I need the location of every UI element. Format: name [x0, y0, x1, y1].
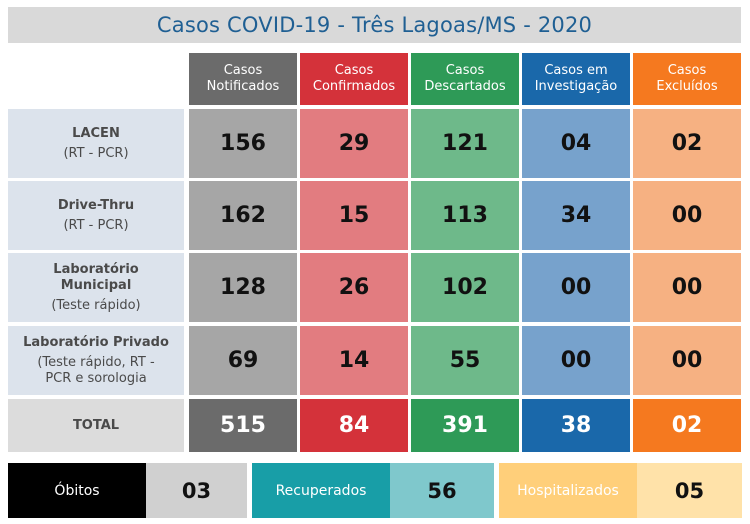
- row-label-sub: (RT - PCR): [63, 217, 129, 233]
- column-header: Casos Excluídos: [633, 53, 741, 105]
- row-label-sub: PCR e sorologia: [45, 370, 147, 386]
- table-cell: 00: [522, 253, 630, 322]
- summary-label: Hospitalizados: [499, 463, 637, 518]
- column-header-line1: Casos em: [544, 63, 608, 78]
- summary-label: Recuperados: [252, 463, 390, 518]
- column-header-line2: Notificados: [206, 79, 280, 94]
- row-label-name: Laboratório: [53, 261, 139, 277]
- table-cell: 02: [633, 109, 741, 178]
- column-header: Casos Confirmados: [300, 53, 408, 105]
- row-label: Drive-Thru (RT - PCR): [8, 181, 184, 250]
- table-cell: 00: [522, 326, 630, 395]
- table-cell: 34: [522, 181, 630, 250]
- column-header-line2: Confirmados: [312, 79, 396, 94]
- row-label-sub: (Teste rápido): [51, 297, 141, 313]
- table-cell: 121: [411, 109, 519, 178]
- column-header-line2: Descartados: [424, 79, 506, 94]
- table-cell: 69: [189, 326, 297, 395]
- total-cell: 515: [189, 399, 297, 452]
- column-header-line1: Casos: [223, 63, 263, 78]
- column-header: Casos Notificados: [189, 53, 297, 105]
- total-cell: 38: [522, 399, 630, 452]
- row-label-name: Laboratório Privado: [23, 334, 169, 350]
- table-cell: 128: [189, 253, 297, 322]
- table-cell: 162: [189, 181, 297, 250]
- row-label: Laboratório Municipal (Teste rápido): [8, 253, 184, 322]
- column-header-line1: Casos: [334, 63, 374, 78]
- table-cell: 00: [633, 326, 741, 395]
- row-label-name: LACEN: [72, 125, 120, 141]
- row-label-sub: (RT - PCR): [63, 145, 129, 161]
- total-label: TOTAL: [8, 399, 184, 452]
- row-label-sub: (Teste rápido, RT -: [37, 354, 155, 370]
- column-header: Casos Descartados: [411, 53, 519, 105]
- total-cell: 391: [411, 399, 519, 452]
- row-label-name: Drive-Thru: [57, 197, 135, 213]
- table-cell: 04: [522, 109, 630, 178]
- table-cell: 113: [411, 181, 519, 250]
- row-label: LACEN (RT - PCR): [8, 109, 184, 178]
- row-label-name: Municipal: [60, 277, 132, 293]
- summary-value: 05: [637, 463, 742, 518]
- table-cell: 15: [300, 181, 408, 250]
- total-cell: 02: [633, 399, 741, 452]
- column-header: Casos em Investigação: [522, 53, 630, 105]
- table-cell: 55: [411, 326, 519, 395]
- table-cell: 00: [633, 253, 741, 322]
- column-header-line2: Investigação: [534, 79, 618, 94]
- column-header-line1: Casos: [445, 63, 485, 78]
- column-header-line1: Casos: [667, 63, 707, 78]
- total-cell: 84: [300, 399, 408, 452]
- column-header-line2: Excluídos: [656, 79, 718, 94]
- summary-value: 56: [390, 463, 494, 518]
- summary-label: Óbitos: [8, 463, 146, 518]
- page-title: Casos COVID-19 - Três Lagoas/MS - 2020: [8, 7, 741, 43]
- table-cell: 14: [300, 326, 408, 395]
- table-cell: 156: [189, 109, 297, 178]
- row-label: Laboratório Privado (Teste rápido, RT - PC…: [8, 326, 184, 395]
- table-cell: 26: [300, 253, 408, 322]
- summary-value: 03: [146, 463, 247, 518]
- table-cell: 102: [411, 253, 519, 322]
- table-cell: 29: [300, 109, 408, 178]
- table-cell: 00: [633, 181, 741, 250]
